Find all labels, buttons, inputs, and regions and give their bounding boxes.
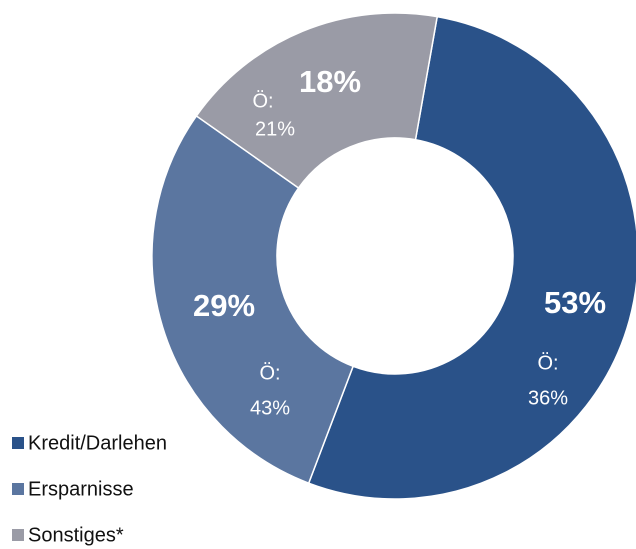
comparison-label: 21% <box>255 118 295 140</box>
donut-segment <box>195 12 439 190</box>
value-label: 18% <box>299 64 361 99</box>
legend-label: Ersparnisse <box>28 478 134 500</box>
legend-label: Sonstiges* <box>28 524 124 546</box>
legend-label: Kredit/Darlehen <box>28 432 167 454</box>
value-label: 53% <box>544 285 606 320</box>
comparison-label: 43% <box>250 397 290 419</box>
comparison-label: 36% <box>528 387 568 409</box>
legend-swatch <box>12 529 24 541</box>
donut-segment <box>307 15 636 500</box>
comparison-prefix: Ö: <box>259 362 280 384</box>
legend-swatch <box>12 483 24 495</box>
donut-segment <box>151 114 355 485</box>
comparison-prefix: Ö: <box>537 352 558 374</box>
legend-swatch <box>12 437 24 449</box>
value-label: 29% <box>193 288 255 323</box>
comparison-prefix: Ö: <box>252 90 273 112</box>
